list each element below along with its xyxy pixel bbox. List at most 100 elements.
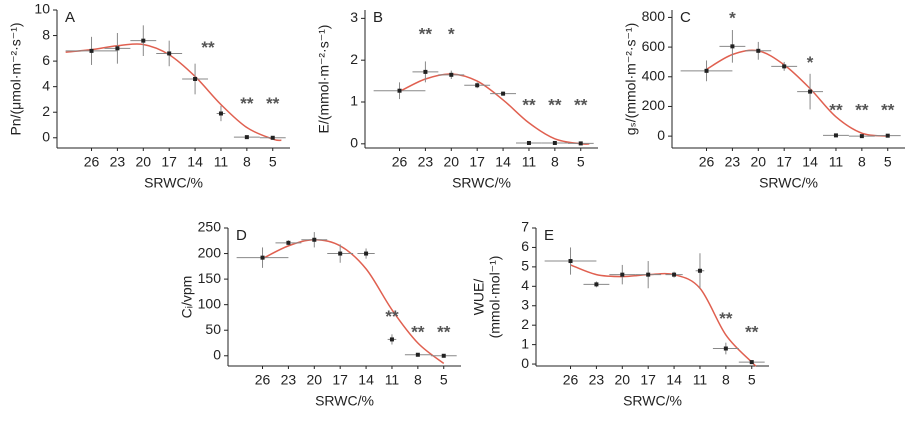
x-tick-label: 20 [444,154,460,170]
point [756,48,761,53]
y-tick-label: 200 [642,97,666,113]
y-tick-label: 150 [198,270,222,286]
x-tick-label: 11 [693,372,708,388]
panel-label: E [544,227,554,244]
x-tick-label: 23 [281,372,297,388]
y-tick-label: 100 [198,295,222,311]
x-tick-label: 8 [722,372,730,388]
point [312,237,317,242]
point [730,44,735,49]
point [859,134,864,139]
point [218,111,223,116]
y-axis-label: E/(mmol·m⁻²·s⁻¹) [316,25,332,134]
point [270,135,275,140]
point [286,240,291,245]
point [167,51,172,56]
y-tick-label: 0 [521,355,529,371]
x-tick-label: 5 [884,154,892,170]
point [441,353,446,358]
y-axis-label: WUE/ [471,279,487,316]
fit-curve [706,49,888,137]
significance-mark: * [807,53,814,72]
y-tick-label: 5 [521,258,529,274]
significance-mark: ** [574,96,588,115]
x-tick-label: 14 [666,372,682,388]
point [526,140,531,145]
point [260,255,265,260]
x-tick-label: 17 [469,154,485,170]
point [672,272,677,277]
x-axis-label: SRWC/% [452,175,511,191]
x-axis-label: SRWC/% [623,393,682,409]
x-tick-label: 17 [332,372,348,388]
x-tick-label: 11 [385,372,400,388]
x-tick-label: 20 [615,372,631,388]
x-tick-label: 11 [522,154,537,170]
panel-label: C [680,9,691,26]
point [89,48,94,53]
x-tick-label: 8 [858,154,866,170]
point [338,251,343,256]
point [749,360,754,365]
point [141,38,146,43]
y-tick-label: 4 [42,77,50,93]
y-tick-label: 4 [521,277,529,293]
x-tick-label: 20 [751,154,767,170]
y-tick-label: 250 [198,219,222,235]
significance-mark: ** [419,25,433,44]
y-tick-label: 3 [350,9,358,25]
x-tick-label: 14 [495,154,511,170]
significance-mark: ** [745,322,759,341]
x-tick-label: 14 [358,372,374,388]
x-tick-label: 20 [307,372,323,388]
x-tick-label: 23 [589,372,605,388]
panel-label: B [373,9,383,26]
significance-mark: ** [522,96,536,115]
y-axis-label: (mmol·mol⁻¹) [487,256,503,339]
point [833,133,838,138]
x-tick-label: 23 [418,154,434,170]
point [723,346,728,351]
x-tick-label: 8 [551,154,559,170]
x-tick-label: 26 [84,154,100,170]
point [578,141,583,146]
x-tick-label: 26 [563,372,579,388]
x-tick-label: 23 [725,154,741,170]
panel-label: D [236,227,247,244]
significance-mark: ** [881,100,895,119]
point [475,83,480,88]
point [568,259,573,264]
x-tick-label: 8 [414,372,422,388]
y-axis-label: Pn/(μmol·m⁻²·s⁻¹) [8,22,24,135]
significance-mark: ** [411,322,425,341]
y-tick-label: 2 [42,103,50,119]
x-tick-label: 23 [110,154,126,170]
y-tick-label: 2 [521,316,529,332]
fit-curve [262,239,445,365]
x-tick-label: 20 [136,154,152,170]
y-tick-label: 3 [521,296,529,312]
y-tick-label: 400 [642,67,666,83]
y-tick-label: 0 [350,135,358,151]
point [397,88,402,93]
y-tick-label: 600 [642,38,666,54]
x-tick-label: 5 [577,154,585,170]
point [697,268,702,273]
x-tick-label: 17 [776,154,792,170]
x-tick-label: 5 [269,154,277,170]
y-tick-label: 50 [205,321,221,337]
point [115,46,120,51]
point [620,272,625,277]
point [415,352,420,357]
y-axis-label: Cᵢ/vpm [179,276,195,319]
point [782,64,787,69]
y-tick-label: 6 [521,238,529,254]
x-tick-label: 14 [187,154,203,170]
x-tick-label: 8 [243,154,251,170]
x-tick-label: 26 [255,372,271,388]
y-tick-label: 800 [642,8,666,24]
point [449,72,454,77]
significance-mark: ** [240,94,254,113]
significance-mark: ** [437,322,451,341]
y-tick-label: 8 [42,26,50,42]
